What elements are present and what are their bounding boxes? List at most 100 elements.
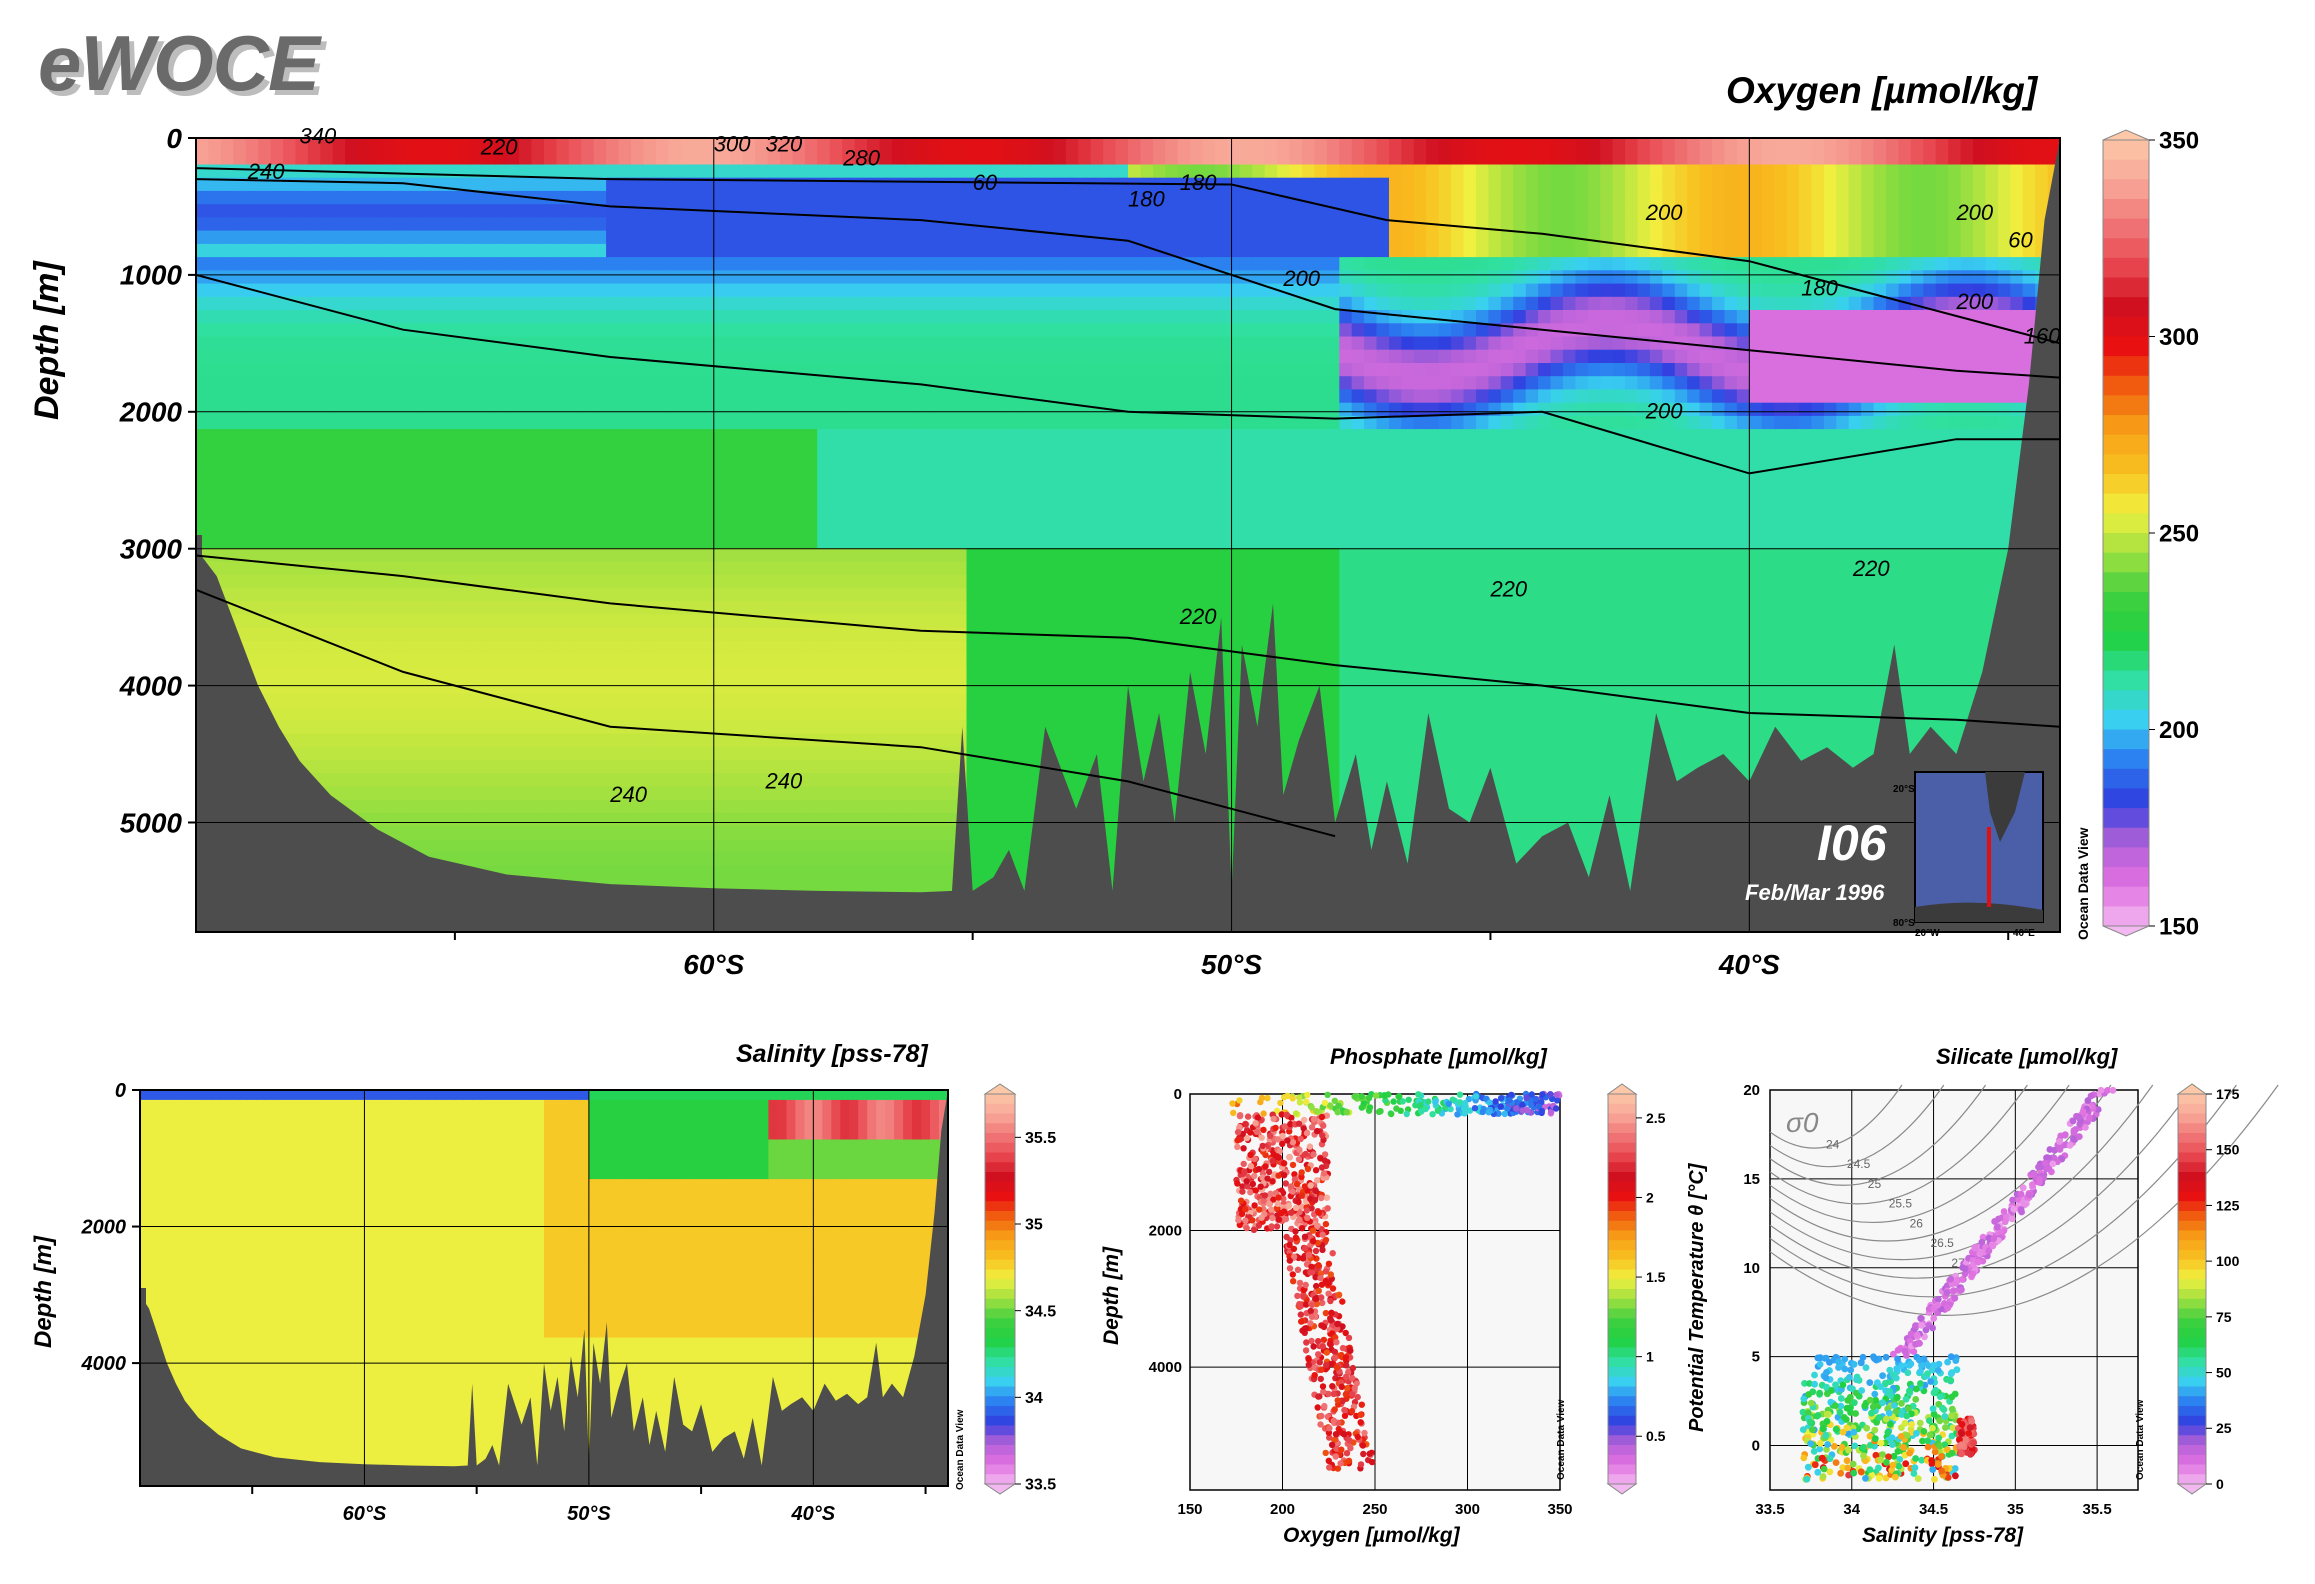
field-cell: [929, 495, 943, 510]
field-cell: [307, 230, 321, 245]
field-cell: [854, 640, 868, 655]
field-cell: [357, 720, 371, 735]
field-cell: [1215, 190, 1229, 205]
field-cell: [543, 852, 558, 867]
field-cell: [457, 243, 471, 258]
field-cell: [1202, 495, 1216, 510]
field-cell: [879, 190, 893, 205]
field-cell: [1128, 468, 1142, 483]
field-cell: [867, 667, 881, 682]
field-cell: [1165, 442, 1179, 457]
field-cell: [854, 601, 868, 616]
field-cell: [469, 363, 483, 377]
field-cell: [394, 323, 408, 338]
field-cell: [929, 389, 943, 404]
field-cell: [1028, 363, 1042, 377]
field-cell: [283, 707, 297, 721]
field-cell: [345, 151, 359, 166]
field-cell: [891, 879, 906, 894]
field-cell: [730, 548, 744, 563]
field-cell: [519, 429, 533, 444]
field-cell: [593, 707, 607, 721]
field-cell: [1115, 693, 1129, 708]
field-cell: [680, 693, 694, 708]
field-cell: [730, 733, 744, 748]
field-cell: [829, 190, 843, 205]
field-cell: [1090, 601, 1104, 616]
field-cell: [1028, 667, 1042, 682]
field-cell: [792, 879, 806, 894]
field-cell: [1003, 548, 1017, 563]
field-cell: [978, 773, 993, 788]
field-cell: [320, 323, 334, 338]
field-cell: [867, 733, 881, 748]
field-cell: [1078, 243, 1092, 258]
field-cell: [370, 680, 384, 695]
field-cell: [581, 217, 595, 232]
field-cell: [978, 654, 993, 669]
field-cell: [1016, 283, 1030, 298]
field-cell: [1090, 310, 1104, 324]
field-cell: [767, 733, 781, 748]
field-cell: [258, 574, 272, 589]
field-cell: [829, 230, 843, 245]
field-cell: [693, 402, 707, 417]
field-cell: [1202, 217, 1216, 232]
field-cell: [245, 310, 259, 324]
field-cell: [432, 786, 446, 801]
field-cell: [432, 680, 446, 695]
field-cell: [394, 574, 408, 589]
field-cell: [556, 561, 570, 576]
field-cell: [1090, 415, 1104, 430]
field-cell: [606, 852, 620, 867]
field-cell: [1016, 746, 1030, 761]
field-cell: [357, 786, 371, 801]
field-cell: [1202, 468, 1216, 483]
field-cell: [394, 746, 408, 761]
field-cell: [531, 640, 545, 655]
field-cell: [283, 495, 297, 510]
field-cell: [1053, 376, 1067, 391]
field-cell: [804, 349, 819, 364]
field-cell: [196, 389, 210, 404]
field-cell: [407, 508, 421, 523]
field-cell: [1078, 561, 1092, 576]
field-cell: [295, 243, 309, 258]
field-cell: [295, 654, 309, 669]
field-cell: [332, 495, 346, 510]
field-cell: [742, 561, 756, 576]
field-cell: [792, 521, 806, 536]
field-cell: [630, 693, 645, 708]
field-cell: [531, 746, 545, 761]
field-cell: [543, 482, 558, 497]
field-cell: [1140, 402, 1154, 417]
field-cell: [519, 257, 533, 272]
field-cell: [432, 535, 446, 549]
field-cell: [680, 349, 694, 364]
field-cell: [481, 455, 495, 470]
field-cell: [643, 442, 657, 457]
field-cell: [879, 707, 893, 721]
field-cell: [581, 363, 595, 377]
field-cell: [519, 138, 533, 152]
field-cell: [556, 190, 570, 205]
field-cell: [1016, 415, 1030, 430]
field-cell: [345, 601, 359, 616]
field-cell: [1065, 323, 1080, 338]
field-cell: [941, 587, 955, 602]
field-cell: [867, 786, 881, 801]
field-cell: [891, 760, 906, 774]
field-cell: [481, 786, 495, 801]
field-cell: [1065, 455, 1080, 470]
field-cell: [730, 415, 744, 430]
field-cell: [842, 760, 856, 774]
field-cell: [519, 243, 533, 258]
field-cell: [755, 561, 769, 576]
field-cell: [320, 495, 334, 510]
field-cell: [357, 270, 371, 285]
field-cell: [792, 151, 806, 166]
field-cell: [991, 376, 1005, 391]
field-cell: [829, 786, 843, 801]
field-cell: [941, 138, 955, 152]
field-cell: [630, 654, 645, 669]
